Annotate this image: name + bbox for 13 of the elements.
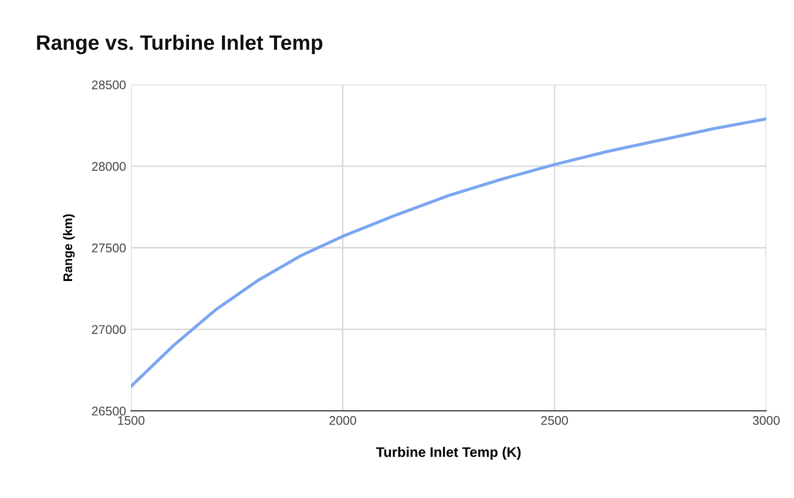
x-tick-label: 2000	[329, 416, 356, 425]
y-tick-label: 28000	[92, 162, 126, 171]
y-tick-label: 27000	[92, 325, 126, 334]
x-tick-label: 3000	[752, 416, 780, 425]
x-tick-label: 1500	[118, 416, 144, 425]
y-tick-label: 28500	[92, 80, 126, 90]
line-series	[131, 117, 766, 388]
chart-title: Range vs. Turbine Inlet Temp	[37, 34, 322, 54]
x-tick-label: 2500	[541, 416, 568, 425]
y-tick-label: 27500	[92, 244, 126, 252]
y-tick-label: 26500	[92, 406, 126, 416]
x-axis-title: Turbine Inlet Temp (K)	[376, 446, 521, 460]
y-axis-title: Range (km)	[63, 214, 75, 281]
